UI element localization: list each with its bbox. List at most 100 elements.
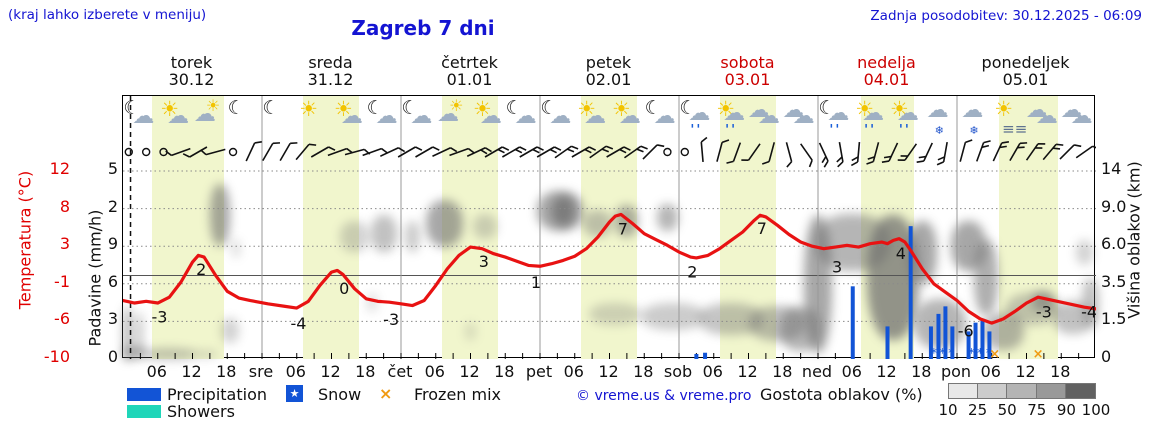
moon-icon: ☾	[227, 97, 245, 119]
cloud-icon: ☁	[1060, 98, 1083, 123]
weather-icon-sc: ☀ ☁	[331, 98, 367, 140]
day-abbrev-label: ned	[801, 362, 833, 381]
day-header-četrtek: četrtek 01.01	[441, 53, 498, 89]
weather-icon-sc: ☀ ☁	[470, 98, 506, 140]
snow-marker: *	[968, 346, 974, 359]
time-label: 06	[980, 362, 1001, 381]
rain-icon: ''	[690, 123, 703, 138]
moon-icon: ☾	[644, 97, 662, 119]
temperature-value-label: 1	[531, 273, 541, 292]
wind-barb-icon	[466, 147, 492, 157]
time-label: 12	[598, 362, 619, 381]
weather-icon-nc: ☾ ☁	[400, 98, 436, 140]
cloud-density-blob	[189, 349, 219, 359]
weather-icon-ns: ☾	[261, 98, 297, 140]
wind-barb-icon	[295, 143, 317, 161]
wind-barb-icon	[397, 146, 423, 158]
sun-icon: ☀	[889, 97, 909, 121]
weather-icon-s: ☀	[296, 98, 332, 140]
precipitation-bar	[850, 286, 855, 359]
cloud-density-blob	[974, 239, 998, 316]
time-label: 06	[841, 362, 862, 381]
wind-barb-icon	[866, 142, 880, 165]
wind-barb-icon	[785, 142, 793, 168]
precip-tick-4: 3	[107, 309, 118, 329]
density-segment	[1066, 383, 1096, 399]
density-tick-label: 10	[938, 401, 958, 419]
page-title: Zagreb 7 dni	[351, 16, 495, 40]
sun-icon: ☀	[716, 97, 735, 121]
time-label: 18	[633, 362, 654, 381]
time-label: 12	[1015, 362, 1036, 381]
weather-icon-nc: ☾ ☁	[366, 98, 402, 140]
cloud-density-blob	[551, 196, 575, 227]
cloud-icon: ☁	[375, 104, 398, 129]
cloudheight-tick-3: 3.5	[1101, 271, 1127, 291]
weather-icon-nc: ☾ ☁	[644, 98, 680, 140]
time-label: 12	[737, 362, 758, 381]
cloud-density-label: Gostota oblakov (%)	[760, 385, 923, 404]
cloud-density-blob	[143, 348, 196, 360]
cloud-icon: ☁	[514, 104, 537, 129]
temperature-value-label: 4	[896, 244, 906, 263]
wind-barb-icon	[836, 142, 844, 168]
precip-tick-2: 9	[107, 234, 118, 254]
cloud-density-blob	[473, 213, 497, 239]
temperature-curve	[123, 212, 1096, 325]
wind-barb-icon	[432, 147, 458, 157]
wind-barb-icon	[936, 142, 948, 166]
time-label: 18	[1050, 362, 1071, 381]
wind-barb-icon	[449, 147, 475, 157]
weather-icon-sc: ☀ ☁	[157, 98, 193, 140]
cloudheight-tick-4: 1.5	[1101, 309, 1127, 329]
rain-icon: ''	[829, 123, 842, 138]
precipitation-bar	[966, 331, 971, 359]
cloud-icon: ☁	[653, 104, 676, 129]
precipitation-bar	[885, 326, 890, 359]
wind-calm-icon	[228, 147, 238, 157]
time-label: 12	[320, 362, 341, 381]
wind-barb-icon	[761, 142, 776, 165]
time-label: 12	[181, 362, 202, 381]
wind-barb-icon	[415, 146, 440, 158]
wind-barb-icon	[1042, 143, 1064, 161]
cloudheight-tick-0: 14	[1101, 159, 1122, 178]
time-label: 12	[876, 362, 897, 381]
cloud-density-blob	[340, 220, 370, 252]
time-label: 18	[216, 362, 237, 381]
cloud-density-blob	[1081, 277, 1099, 328]
cloud-icon: ☁	[479, 104, 502, 129]
cloud-icon: ☁	[827, 101, 850, 126]
wind-calm-icon	[663, 147, 672, 157]
sun-icon: ☀	[855, 97, 874, 121]
density-segment	[948, 383, 978, 399]
snowflake-icon: ❄	[934, 124, 944, 137]
snow-legend-label: Snow	[318, 385, 362, 404]
cloud-icon: ☁	[410, 104, 433, 129]
temperature-value-label: -3	[1036, 302, 1052, 321]
wind-barb-icon	[536, 146, 562, 158]
wind-barb-icon	[992, 141, 1010, 162]
cloud-icon: ☁	[862, 101, 885, 126]
moon-icon: ☾	[540, 97, 558, 119]
credit-link[interactable]: © vreme.us & vreme.pro	[576, 388, 752, 404]
frozen-mix-marker: ×	[989, 347, 1000, 359]
weather-icon-ncr: ☾ ☁ ''	[678, 98, 714, 140]
temp-tick-1: 8	[59, 196, 70, 216]
temperature-value-label: -6	[958, 322, 974, 341]
cloud-density-blob	[657, 203, 678, 232]
density-tick-label: 90	[1056, 401, 1076, 419]
cloud-icon: ☁	[1035, 104, 1058, 129]
weather-icon-scr: ☀ ☁ ''	[887, 98, 923, 140]
snowflake-icon: ❄	[969, 124, 979, 137]
density-tick-label: 75	[1027, 401, 1047, 419]
precipitation-bar	[936, 313, 941, 359]
cloud-icon: ☁	[757, 104, 780, 129]
showers-legend-label: Showers	[167, 402, 235, 421]
density-tick-label: 25	[968, 401, 988, 419]
day-abbrev-label: pon	[940, 362, 972, 381]
cloud-density-blob	[370, 214, 397, 253]
cloud-icon: ☁	[792, 104, 815, 129]
cloud-density-blob	[221, 317, 239, 343]
wind-barb-icon	[700, 136, 708, 163]
